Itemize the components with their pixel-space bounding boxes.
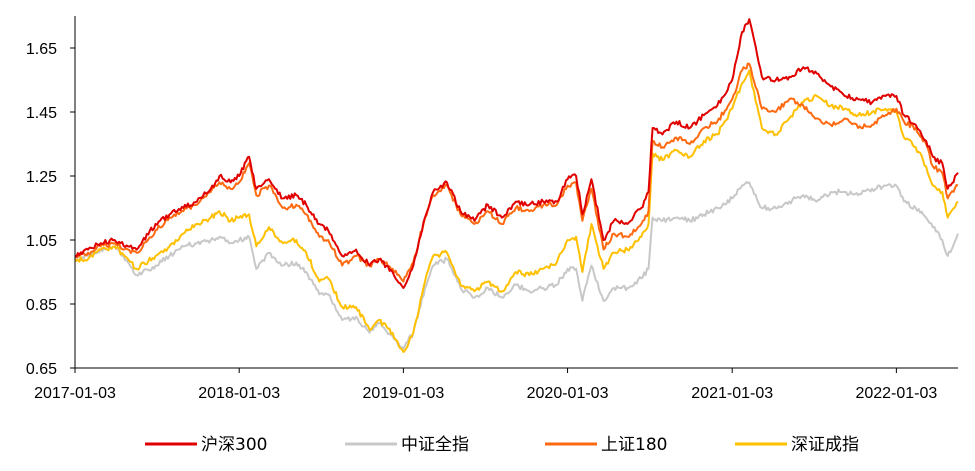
legend-label: 深证成指: [791, 435, 859, 455]
y-axis-ticks: 0.65 0.85 1.05 1.25 1.45 1.65: [26, 41, 75, 378]
y-tick-label: 1.45: [26, 105, 57, 122]
x-tick-label: 2018-01-03: [198, 385, 280, 402]
y-tick-label: 1.65: [26, 41, 57, 58]
series-lines: [74, 18, 959, 353]
y-tick-label: 1.25: [26, 169, 57, 186]
x-tick-label: 2022-01-03: [855, 385, 937, 402]
series-line-3: [74, 69, 959, 353]
series-line-1: [74, 181, 959, 350]
y-tick-label: 0.65: [26, 361, 57, 378]
legend: 沪深300 中证全指 上证180 深证成指: [145, 435, 859, 455]
x-tick-label: 2021-01-03: [691, 385, 773, 402]
legend-label: 中证全指: [401, 435, 469, 455]
y-tick-label: 0.85: [26, 297, 57, 314]
y-tick-label: 1.05: [26, 233, 57, 250]
legend-label: 沪深300: [201, 435, 267, 455]
x-tick-label: 2019-01-03: [362, 385, 444, 402]
x-tick-label: 2017-01-03: [34, 385, 116, 402]
x-axis-ticks: 2017-01-03 2018-01-03 2019-01-03 2020-01-03…: [34, 368, 937, 402]
series-line-0: [74, 18, 959, 289]
legend-label: 上证180: [601, 435, 667, 455]
x-tick-label: 2020-01-03: [527, 385, 609, 402]
series-line-2: [74, 62, 959, 283]
